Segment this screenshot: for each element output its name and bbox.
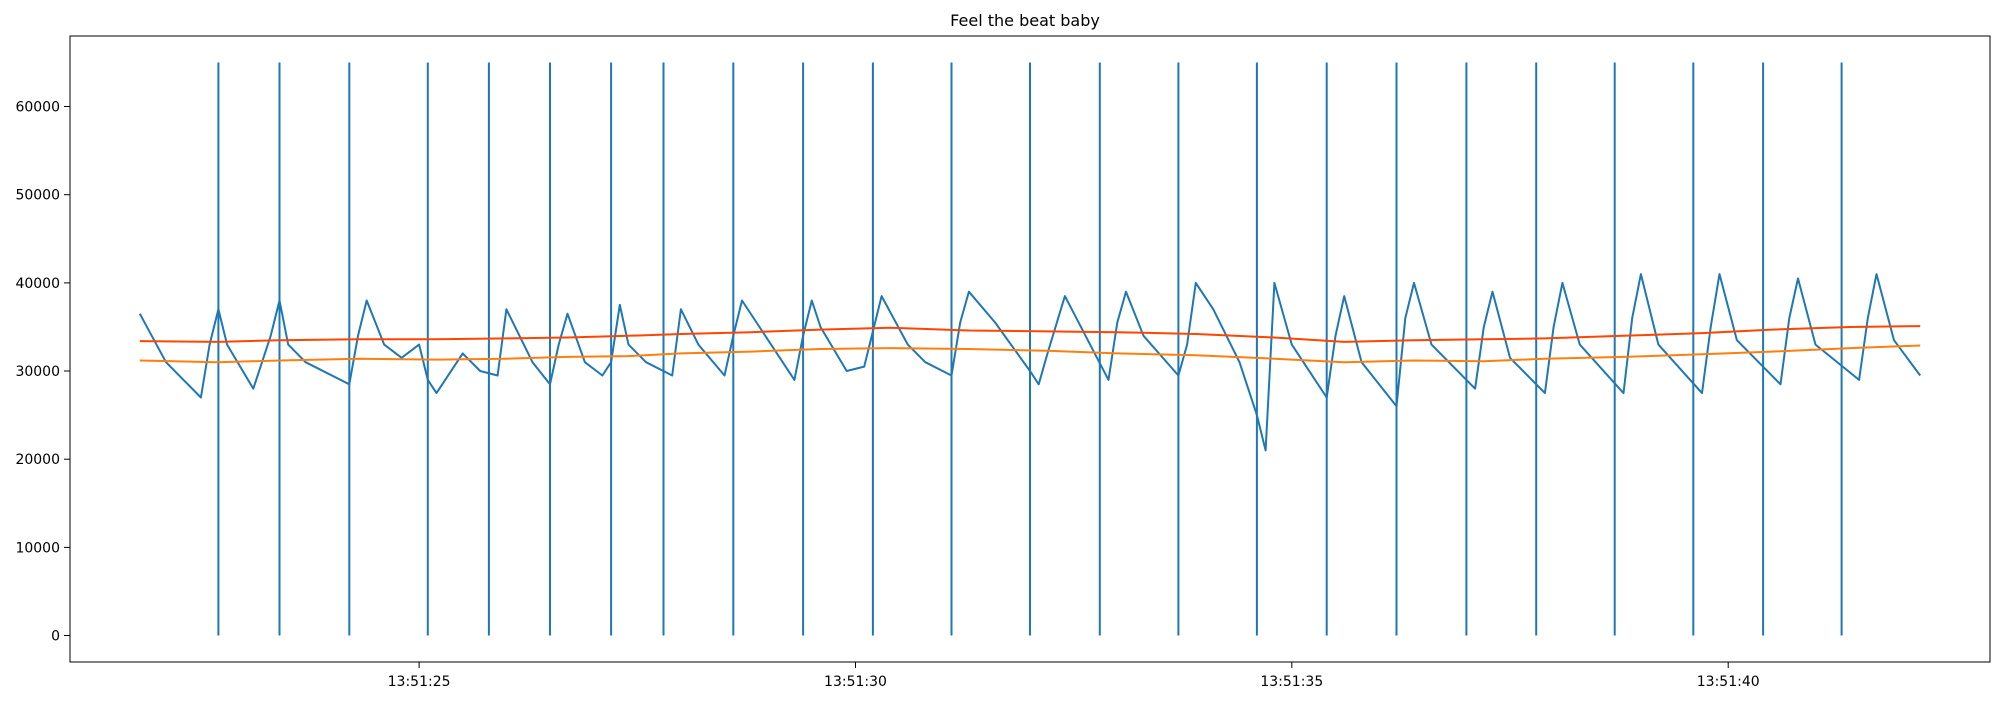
y-tick-label: 50000 (15, 188, 60, 204)
series-line-signal (138, 273, 1922, 452)
y-tick-label: 10000 (15, 540, 60, 556)
x-tick-label: 13:51:30 (824, 674, 887, 690)
series-line-avg_short (139, 344, 1921, 364)
x-tick-label: 13:51:35 (1260, 674, 1323, 690)
x-tick-label: 13:51:25 (388, 674, 451, 690)
x-axis: 13:51:25 13:51:30 13:51:35 13:51:40 (388, 662, 1760, 690)
y-axis: 0 10000 20000 30000 40000 50000 60000 (15, 100, 70, 645)
y-tick-label: 60000 (15, 100, 60, 116)
y-tick-label: 0 (51, 629, 60, 645)
series-line-avg_long (139, 325, 1921, 343)
x-tick-label: 13:51:40 (1697, 674, 1760, 690)
y-tick-label: 40000 (15, 276, 60, 292)
y-tick-label: 20000 (15, 452, 60, 468)
y-tick-label: 30000 (15, 364, 60, 380)
beat-markers (217, 62, 1843, 636)
chart-title: Feel the beat baby (950, 11, 1100, 30)
series-layer (138, 273, 1922, 452)
plot-frame (69, 35, 1991, 663)
